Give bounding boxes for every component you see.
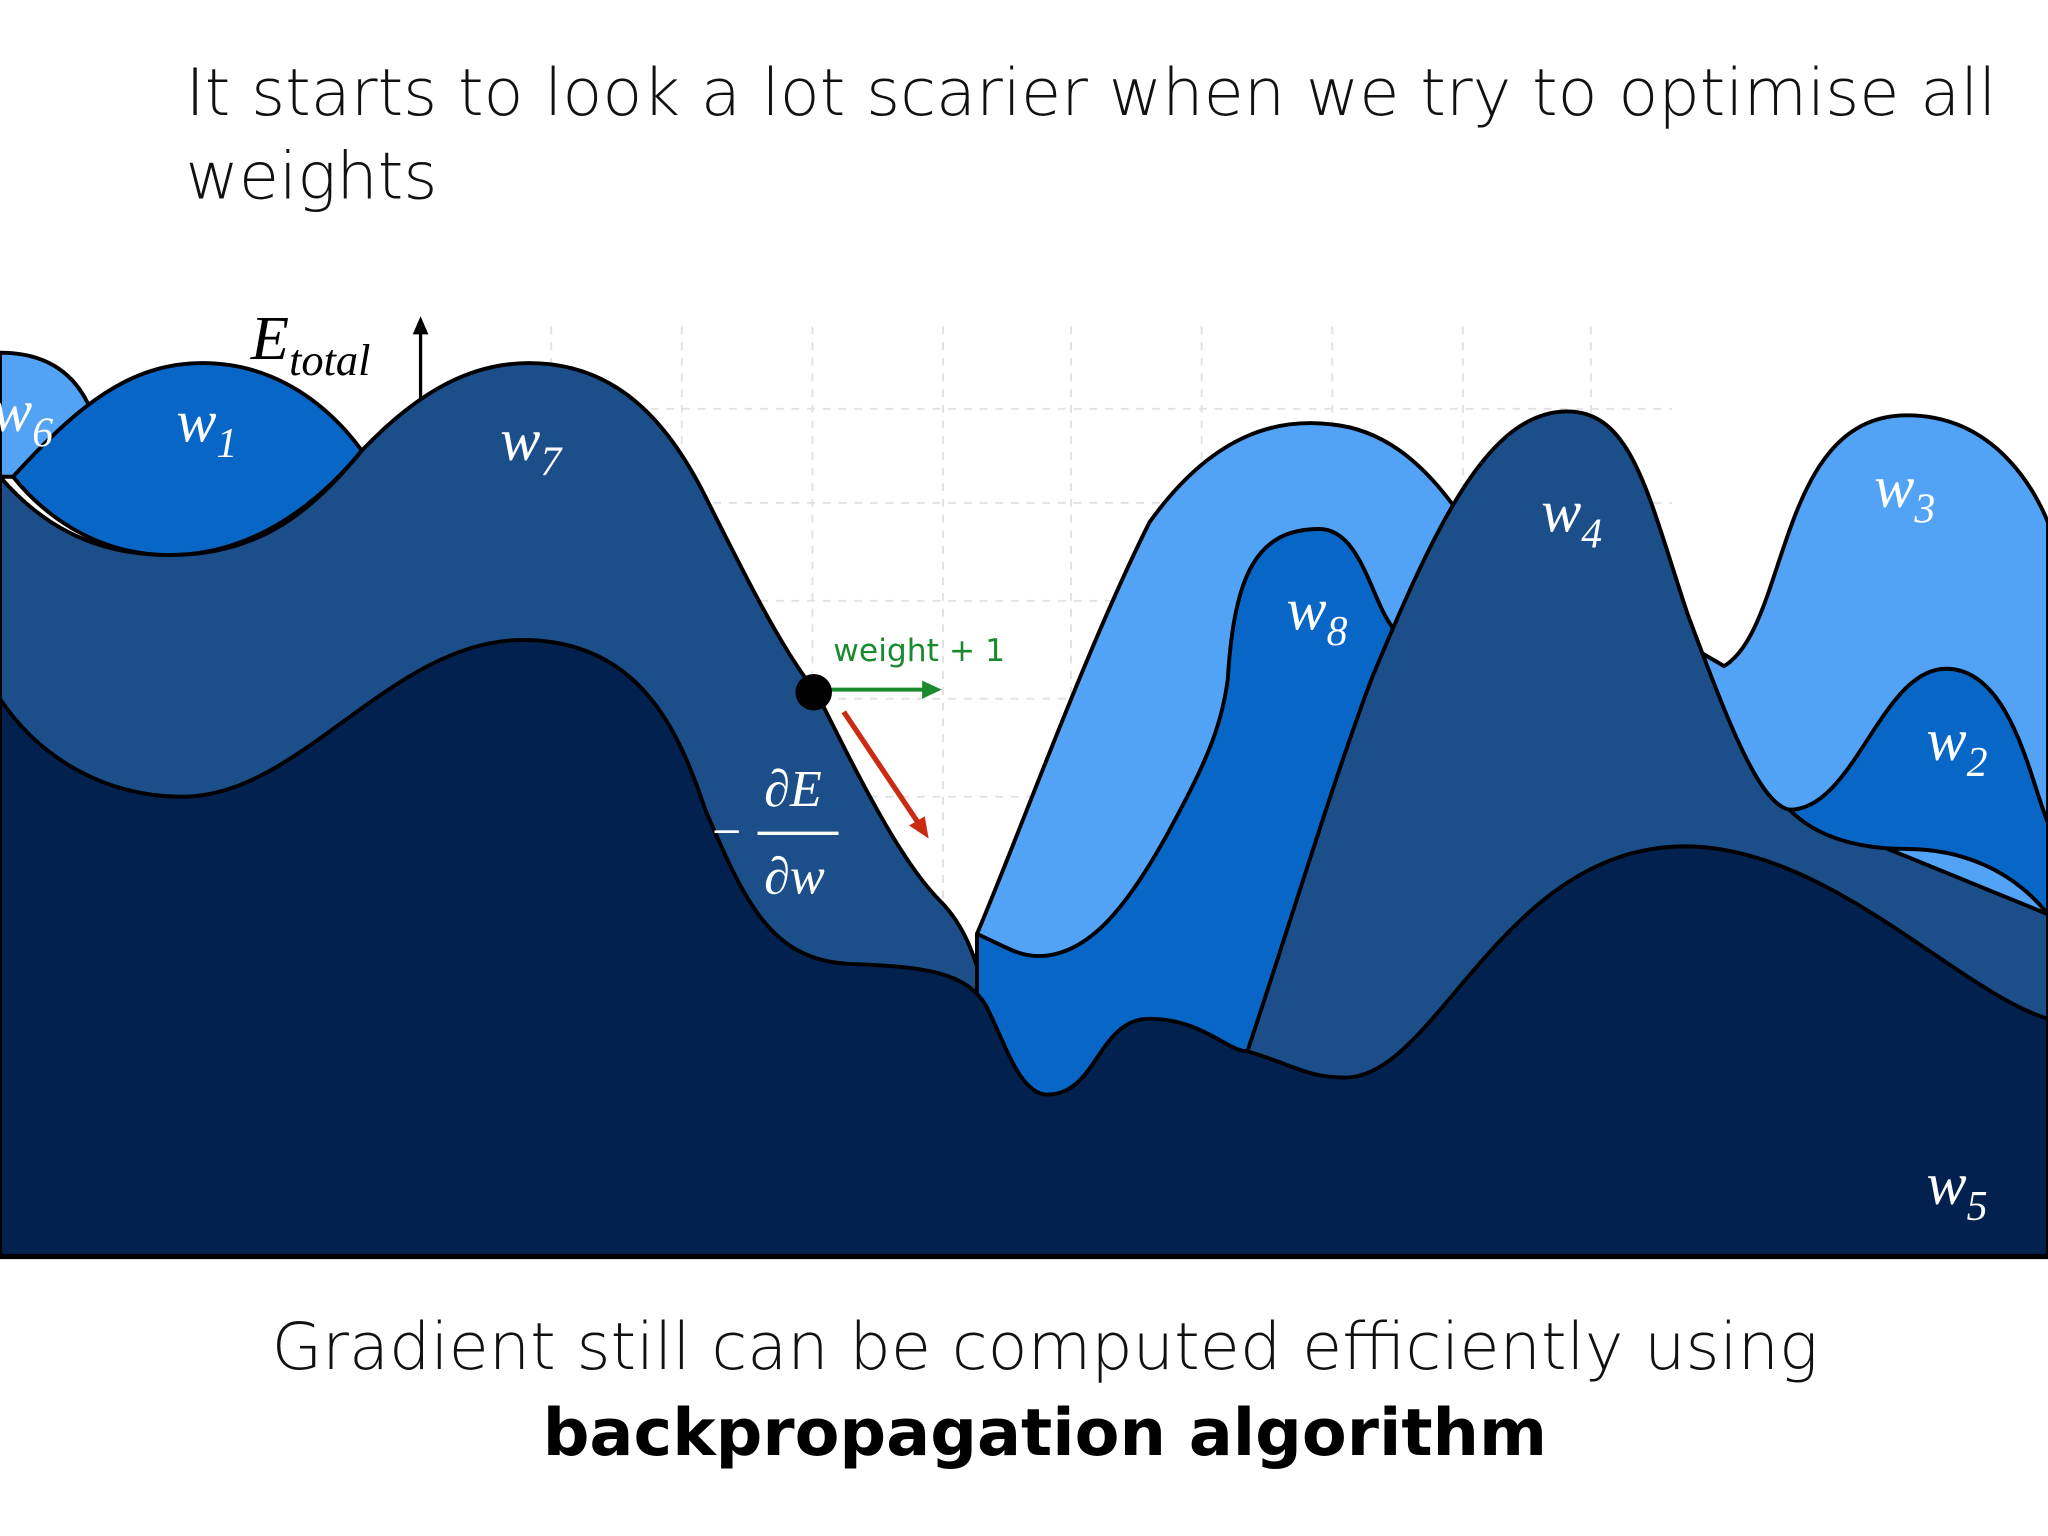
gradient-numerator: ∂E	[764, 760, 822, 818]
region-label: w8	[1287, 576, 1348, 656]
title: It starts to look a lot scarier when we …	[185, 55, 2017, 215]
region-label-sub: 1	[216, 421, 237, 467]
region-label-base: w	[0, 377, 32, 444]
region-label-sub: 8	[1327, 609, 1348, 655]
step-label: weight + 1	[833, 633, 1005, 669]
region-label: w2	[1927, 706, 1988, 786]
region-label-base: w	[176, 387, 216, 454]
gradient-denominator: ∂w	[764, 847, 825, 905]
axis-label-base: E	[250, 303, 289, 373]
axis-label-sub: total	[289, 335, 370, 385]
region-label: w1	[176, 387, 237, 467]
region-label: w7	[500, 406, 563, 486]
step: weight + 1	[795, 633, 1005, 839]
region-label-base: w	[1541, 478, 1581, 545]
footer-line: Gradient still can be computed efficient…	[272, 1309, 1819, 1385]
axis-label: Etotal	[250, 303, 371, 385]
region-label-base: w	[1287, 576, 1327, 643]
region-label: w6	[0, 377, 53, 457]
region-label-sub: 7	[540, 439, 563, 485]
region-label-sub: 6	[32, 411, 53, 457]
axis	[412, 316, 429, 399]
region-label: w3	[1874, 453, 1935, 533]
region-label-base: w	[1927, 1150, 1967, 1217]
footer-emphasis: backpropagation algorithm	[543, 1395, 1547, 1471]
region-label-sub: 2	[1967, 740, 1988, 786]
region-label-sub: 5	[1967, 1184, 1988, 1230]
gradient: − ∂E ∂w	[712, 760, 839, 905]
region-label-base: w	[1874, 453, 1914, 520]
title-line: It starts to look a lot scarier when we …	[185, 55, 1996, 131]
region-w2	[1787, 666, 2048, 917]
region-label-base: w	[500, 406, 540, 473]
region-label: w4	[1541, 478, 1602, 558]
region-label: w5	[1927, 1150, 1988, 1230]
surface	[0, 350, 2048, 1260]
gradient-sign: −	[712, 803, 741, 861]
region-label-base: w	[1927, 706, 1967, 773]
region-labels: w6w1w7w4w8w3w2w5	[0, 377, 1987, 1230]
region-w5	[0, 638, 2048, 1259]
region-label-sub: 3	[1913, 486, 1935, 532]
title-line: weights	[185, 139, 437, 215]
region-label-sub: 4	[1581, 511, 1602, 557]
